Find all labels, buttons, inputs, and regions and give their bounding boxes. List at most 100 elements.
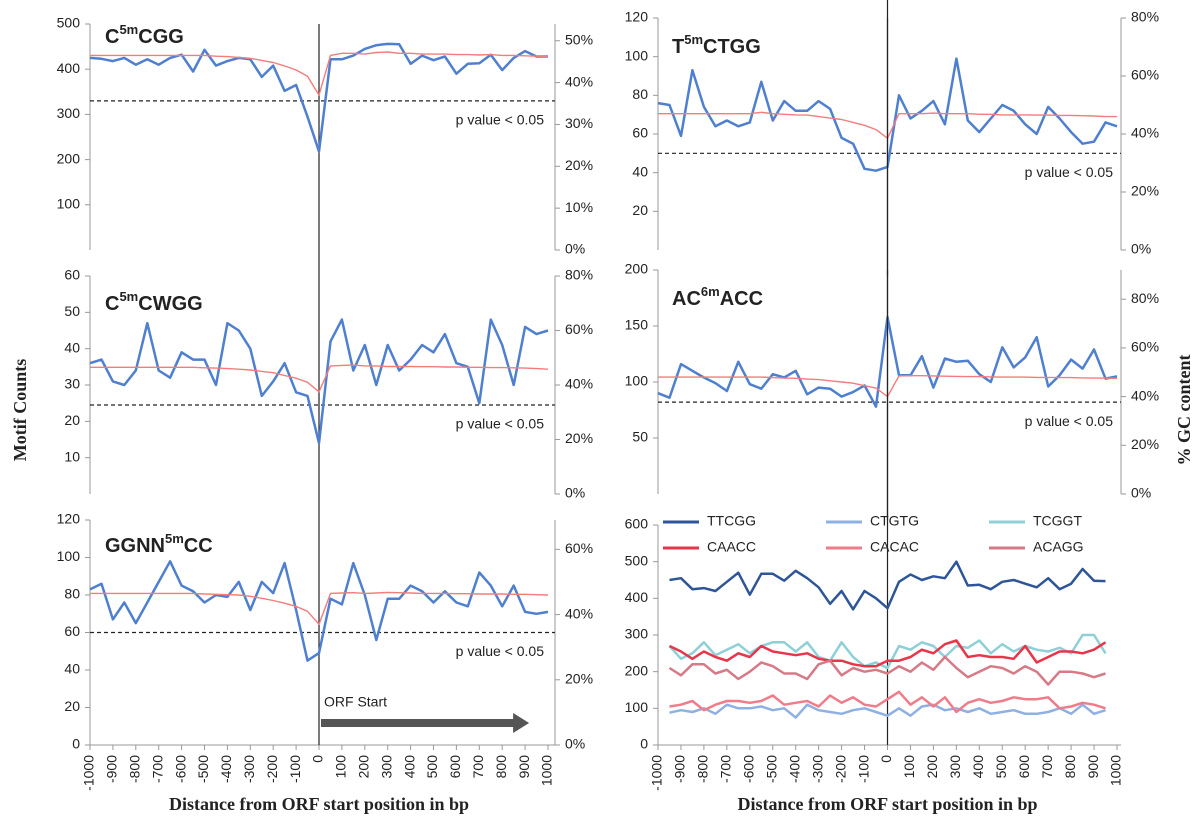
y-tick-label: 80 — [632, 86, 648, 102]
y2-tick-label: 0% — [565, 736, 585, 752]
y-tick-label: 300 — [625, 626, 649, 642]
x-tick-label: 100 — [333, 755, 349, 779]
x-tick-label: 0 — [878, 755, 894, 763]
x-tick-label: -300 — [241, 755, 257, 783]
y-tick-label: 200 — [625, 261, 649, 277]
y2-tick-label: 60% — [1131, 339, 1159, 355]
y-tick-label: 50 — [64, 303, 80, 319]
series-line — [668, 633, 1107, 670]
title-part: C — [105, 26, 119, 48]
series-line — [668, 655, 1106, 686]
y-tick-label: 50 — [632, 429, 648, 445]
x-axis-label: Distance from ORF start position in bp — [737, 794, 1037, 814]
title-part: ACC — [720, 288, 763, 310]
x-tick-label: -200 — [264, 755, 280, 783]
x-tick-label: -800 — [695, 755, 711, 783]
y-tick-label: 400 — [57, 60, 81, 76]
y-tick-label: 400 — [625, 589, 649, 605]
y2-tick-label: 60% — [565, 321, 593, 337]
y-tick-label: 0 — [72, 736, 80, 752]
title-superscript: 5m — [119, 289, 138, 304]
y2-tick-label: 20% — [565, 430, 593, 446]
y-tick-label: 20 — [64, 698, 80, 714]
x-tick-label: -700 — [149, 755, 165, 783]
title-superscript: 5m — [684, 32, 703, 47]
title-part: GGNN — [105, 535, 165, 557]
y-tick-label: 300 — [57, 105, 81, 121]
y2-tick-label: 0% — [1131, 485, 1151, 501]
title-part: CGG — [138, 26, 184, 48]
x-tick-label: 800 — [493, 755, 509, 779]
y-tick-label: 100 — [625, 699, 649, 715]
y-tick-label: 100 — [57, 548, 81, 564]
y2-tick-label: 60% — [565, 540, 593, 556]
title-part: CTGG — [703, 36, 761, 58]
y-tick-label: 10 — [64, 448, 80, 464]
x-tick-label: 900 — [516, 755, 532, 779]
x-tick-label: 1000 — [1108, 755, 1124, 786]
x-tick-label: 700 — [1039, 755, 1055, 779]
y2-tick-label: 40% — [565, 376, 593, 392]
y2-tick-label: 50% — [565, 31, 593, 47]
panel-title: T5mCTGG — [672, 32, 761, 58]
x-tick-label: -700 — [718, 755, 734, 783]
x-tick-label: -300 — [809, 755, 825, 783]
y2-tick-label: 80% — [1131, 290, 1159, 306]
title-superscript: 5m — [165, 531, 184, 546]
x-tick-label: 600 — [1016, 755, 1032, 779]
series-line — [669, 560, 1106, 611]
x-tick-label: 400 — [970, 755, 986, 779]
y2-axis-label: % GC content — [1174, 355, 1194, 466]
legend-label: CAACC — [707, 539, 756, 555]
legend-label: TTCGG — [707, 513, 756, 529]
y-tick-label: 500 — [57, 15, 81, 31]
threshold-label: p value < 0.05 — [456, 416, 545, 432]
series-line — [90, 364, 549, 393]
series-line — [668, 639, 1107, 668]
y-tick-label: 20 — [632, 202, 648, 218]
y-tick-label: 60 — [632, 125, 648, 141]
y2-tick-label: 10% — [565, 199, 593, 215]
x-tick-label: 300 — [378, 755, 394, 779]
threshold-label: p value < 0.05 — [456, 112, 545, 128]
x-tick-label: -900 — [104, 755, 120, 783]
panel-title: C5mCGG — [105, 22, 184, 48]
x-tick-label: -500 — [195, 755, 211, 783]
y-tick-label: 60 — [64, 267, 80, 283]
y2-tick-label: 0% — [1131, 241, 1151, 257]
y-tick-label: 100 — [57, 196, 81, 212]
y2-tick-label: 20% — [1131, 436, 1159, 452]
orf-arrow — [321, 713, 530, 733]
y-axis-label: Motif Counts — [10, 359, 30, 462]
series-line — [89, 560, 549, 662]
panel-title: GGNN5mCC — [105, 531, 213, 557]
threshold-label: p value < 0.05 — [456, 643, 545, 659]
x-tick-label: -100 — [855, 755, 871, 783]
arrow-label: ORF Start — [324, 694, 387, 710]
y2-tick-label: 0% — [565, 241, 585, 257]
y-tick-label: 600 — [625, 516, 649, 532]
x-tick-label: -100 — [287, 755, 303, 783]
y-tick-label: 200 — [625, 662, 649, 678]
x-tick-label: 200 — [924, 755, 940, 779]
x-tick-label: -1000 — [649, 755, 665, 791]
y-tick-label: 150 — [625, 317, 649, 333]
y-tick-label: 120 — [57, 511, 81, 527]
y2-tick-label: 40% — [1131, 125, 1159, 141]
title-part: C — [105, 293, 119, 315]
y2-tick-label: 60% — [1131, 67, 1159, 83]
y-tick-label: 60 — [64, 623, 80, 639]
x-tick-label: 200 — [356, 755, 372, 779]
y2-tick-label: 20% — [565, 157, 593, 173]
y2-tick-label: 80% — [1131, 9, 1159, 25]
y-tick-label: 120 — [625, 9, 649, 25]
x-tick-label: 100 — [901, 755, 917, 779]
y-tick-label: 100 — [625, 47, 649, 63]
y2-tick-label: 40% — [565, 605, 593, 621]
y2-tick-label: 40% — [1131, 387, 1159, 403]
series-line — [90, 51, 549, 96]
y2-tick-label: 20% — [565, 670, 593, 686]
x-tick-label: -200 — [832, 755, 848, 783]
series-line — [669, 703, 1106, 719]
